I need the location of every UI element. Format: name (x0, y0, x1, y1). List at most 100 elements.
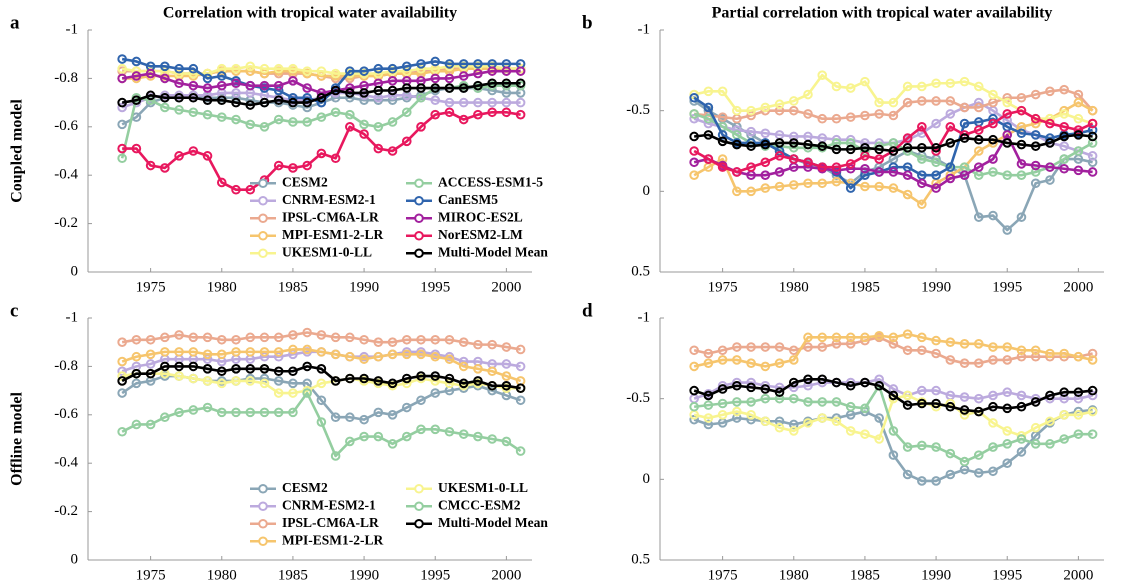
data-point (416, 371, 426, 381)
panel-label: a (10, 12, 20, 33)
data-point (1016, 122, 1027, 132)
data-point (1087, 406, 1098, 417)
data-point (373, 407, 384, 418)
data-point (330, 107, 341, 118)
data-point (1073, 113, 1084, 124)
data-point (188, 361, 199, 372)
data-point (131, 56, 142, 67)
data-point (487, 380, 497, 391)
data-point (216, 177, 227, 188)
data-point (430, 73, 441, 84)
data-point (860, 142, 870, 153)
data-point (373, 337, 384, 348)
data-point (717, 345, 728, 356)
data-point (1030, 141, 1041, 151)
data-point (860, 163, 870, 174)
legend-marker (258, 518, 268, 529)
data-point (917, 154, 927, 164)
data-point (231, 97, 241, 108)
data-point (160, 332, 170, 343)
data-point (1045, 416, 1055, 427)
data-point (1016, 92, 1027, 103)
data-point (917, 398, 927, 409)
data-point (131, 351, 142, 362)
data-point (1045, 86, 1055, 97)
data-point (746, 382, 756, 393)
data-point (973, 81, 984, 92)
data-point (1002, 458, 1013, 469)
data-point (1087, 348, 1098, 359)
series-line (693, 101, 1094, 206)
data-point (487, 434, 497, 444)
data-point (202, 73, 213, 84)
data-point (216, 334, 227, 345)
data-point (330, 68, 341, 79)
data-point (803, 89, 813, 100)
data-point (259, 378, 270, 389)
data-point (1073, 351, 1084, 362)
data-point (288, 378, 298, 389)
x-tick-label: 1980 (207, 279, 237, 295)
data-point (1087, 125, 1098, 135)
y-tick-label: 0 (643, 183, 651, 199)
data-point (174, 407, 184, 418)
data-point (959, 392, 970, 402)
legend-marker (258, 536, 268, 547)
data-point (788, 345, 799, 356)
data-point (774, 138, 785, 148)
data-point (401, 431, 412, 442)
data-point (174, 361, 184, 372)
data-point (458, 97, 469, 108)
x-tick-label: 1975 (708, 567, 738, 583)
data-point (760, 157, 771, 168)
data-point (202, 95, 213, 105)
data-point (803, 109, 813, 119)
panel-title: Partial correlation with tropical water … (712, 5, 1053, 22)
data-point (515, 395, 526, 406)
data-point (259, 332, 270, 343)
series-line (121, 69, 521, 95)
data-point (174, 347, 184, 357)
data-point (1059, 84, 1069, 95)
data-point (803, 418, 813, 428)
data-point (515, 344, 526, 355)
data-point (917, 81, 927, 92)
data-point (174, 330, 184, 340)
data-point (959, 456, 970, 467)
data-point (717, 384, 728, 394)
data-point (746, 358, 756, 368)
data-point (188, 92, 199, 103)
series-line (121, 372, 521, 395)
panel-label: d (582, 300, 593, 321)
data-point (831, 377, 842, 388)
data-point (1016, 212, 1027, 222)
data-point (803, 332, 813, 343)
data-point (988, 390, 998, 401)
data-point (1059, 109, 1069, 119)
data-point (874, 413, 884, 423)
data-point (117, 119, 127, 130)
data-point (831, 144, 842, 155)
data-point (188, 63, 199, 74)
data-point (788, 96, 799, 106)
data-point (487, 107, 497, 118)
legend-label: CESM2 (282, 174, 328, 189)
data-point (988, 154, 998, 164)
data-point (345, 88, 355, 98)
data-point (416, 92, 426, 103)
data-point (703, 419, 714, 430)
data-point (473, 80, 483, 91)
data-point (831, 397, 842, 407)
data-point (473, 68, 483, 79)
data-point (117, 102, 127, 113)
data-point (288, 344, 298, 355)
data-point (902, 442, 913, 452)
data-point (973, 406, 984, 417)
y-tick-label: -0.5 (626, 390, 650, 406)
data-point (1016, 139, 1027, 150)
data-point (330, 85, 341, 96)
data-point (874, 154, 884, 164)
data-point (487, 366, 497, 377)
data-point (1073, 429, 1084, 439)
